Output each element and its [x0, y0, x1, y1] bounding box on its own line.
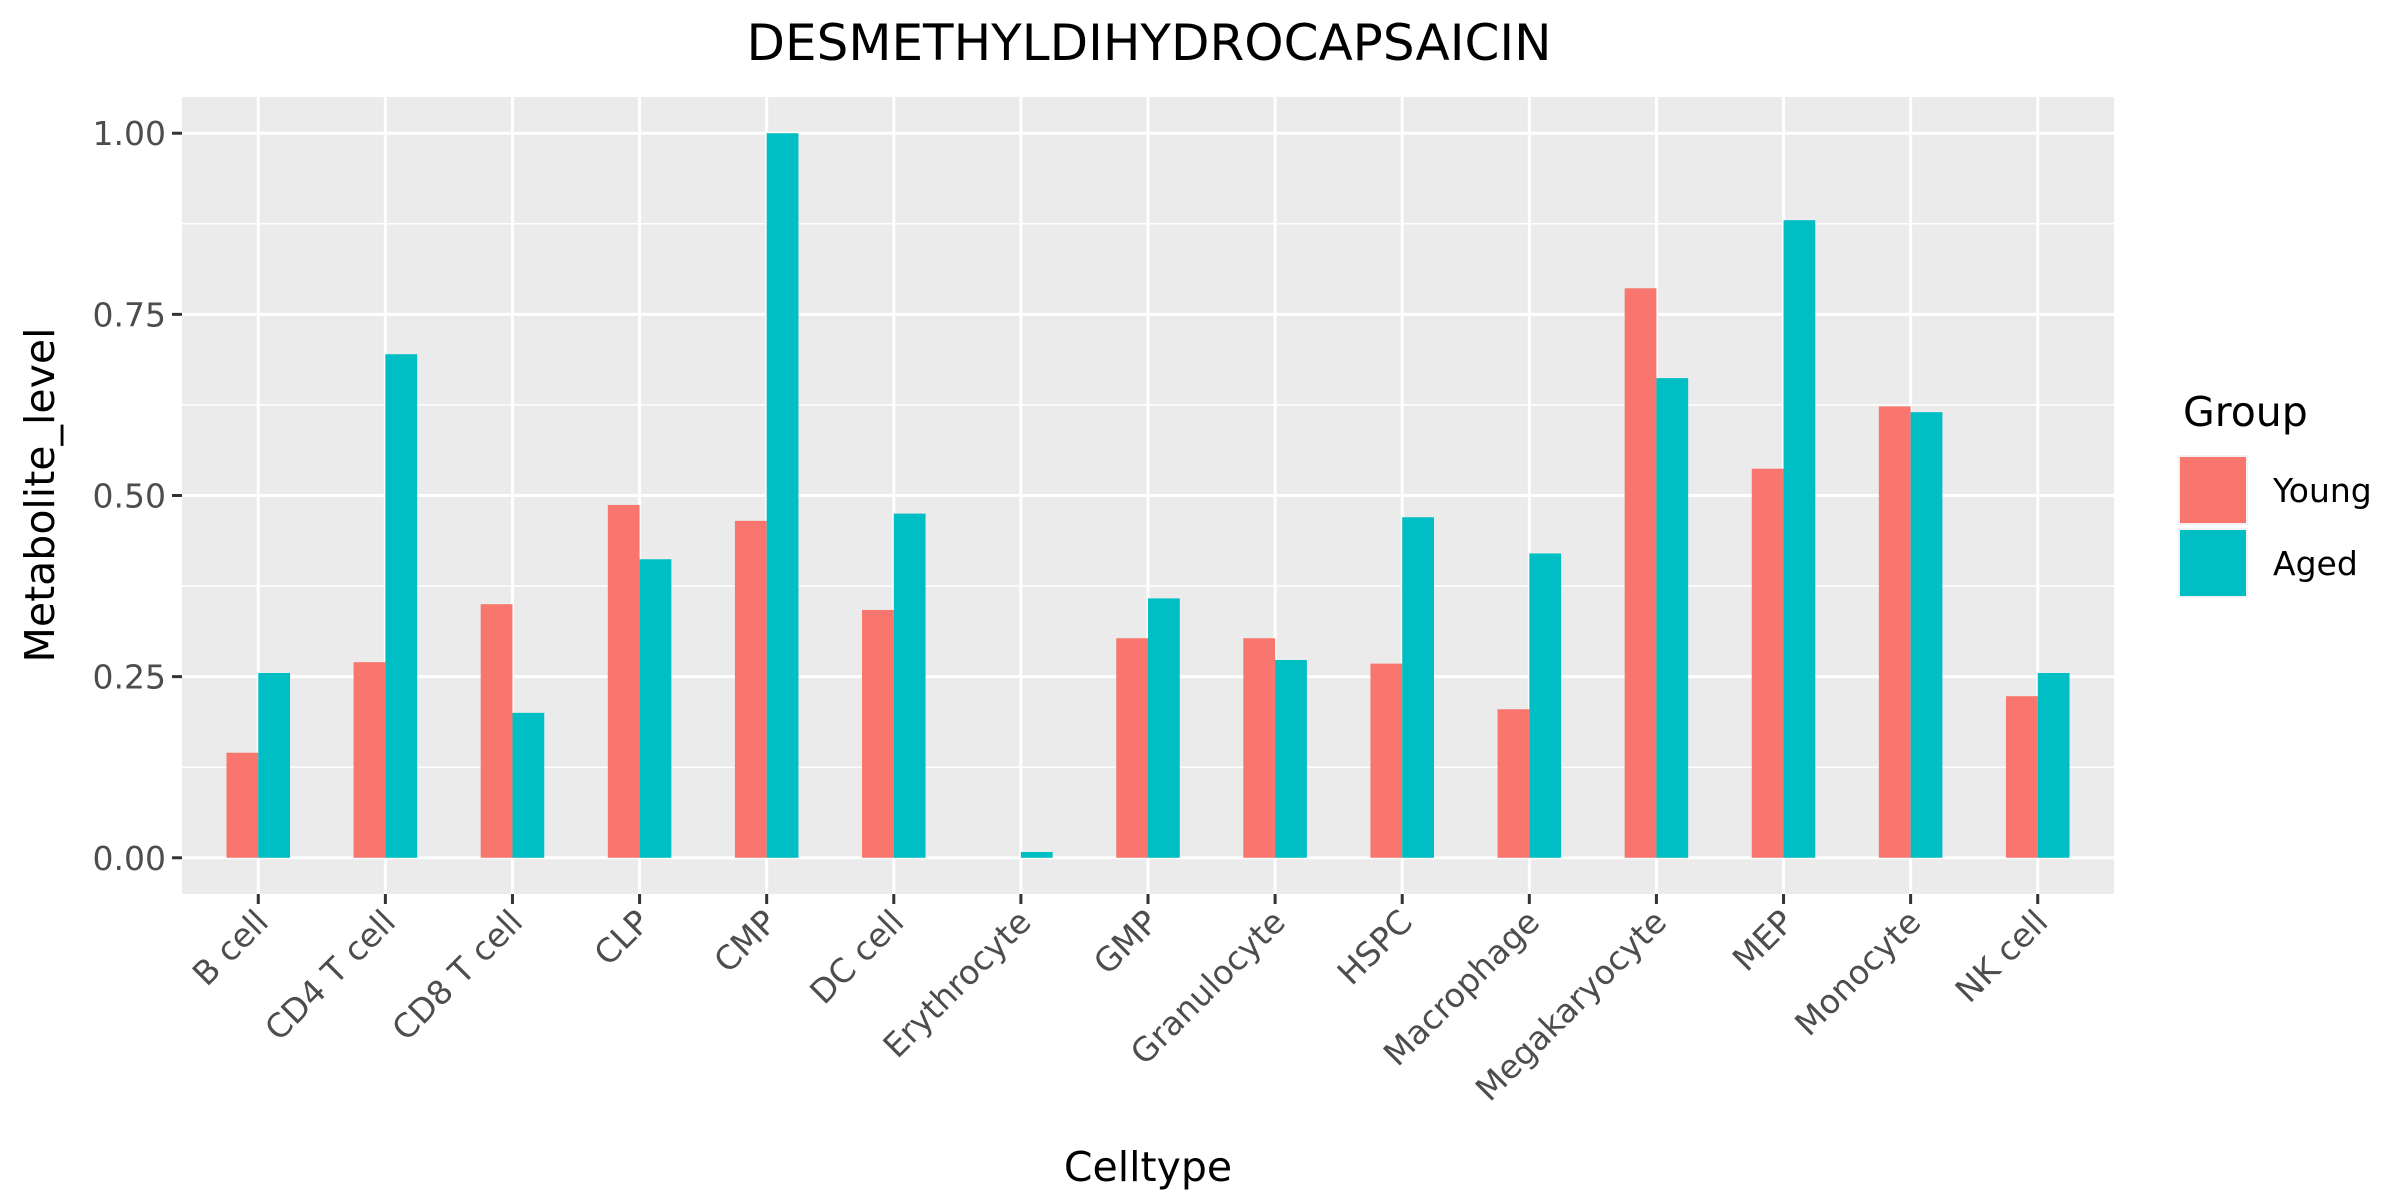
legend-label: Young [2272, 471, 2372, 510]
y-axis: 0.00 0.25 0.50 0.75 1.00 [93, 114, 182, 878]
bar-young-14 [2005, 696, 2038, 858]
bar-aged-8 [1275, 659, 1307, 858]
bar-young-1 [353, 662, 386, 858]
y-tick-label: 0.25 [93, 658, 166, 697]
bar-aged-2 [512, 712, 545, 858]
x-tick-label: Monocyte [1787, 902, 1928, 1043]
bars [226, 133, 2070, 858]
y-axis-title: Metabolite_level [16, 328, 64, 663]
bar-aged-0 [258, 673, 291, 858]
legend: Group Young Aged [2178, 388, 2372, 598]
x-tick-label: CD4 T cell [257, 902, 403, 1048]
y-tick-label: 0.75 [93, 295, 166, 334]
bar-young-5 [862, 609, 894, 858]
bar-aged-5 [893, 513, 926, 858]
bar-young-11 [1624, 288, 1657, 858]
x-tick-label: MEP [1725, 902, 1802, 979]
legend-title: Group [2183, 388, 2308, 436]
y-tick-label: 1.00 [93, 114, 166, 153]
y-tick-label: 0.00 [93, 839, 166, 878]
x-tick-label: NK cell [1947, 902, 2055, 1010]
bar-young-10 [1497, 709, 1530, 858]
bar-aged-14 [2037, 673, 2070, 858]
bar-aged-6 [1020, 851, 1053, 858]
x-tick-label: HSPC [1330, 902, 1420, 992]
x-tick-label: CD8 T cell [384, 902, 530, 1048]
bar-aged-3 [639, 559, 672, 858]
x-tick-label: DC cell [802, 902, 911, 1011]
bar-young-4 [734, 520, 767, 858]
legend-label: Aged [2273, 544, 2358, 583]
bar-aged-7 [1148, 598, 1180, 858]
bar-aged-1 [385, 354, 418, 858]
bar-young-9 [1370, 663, 1403, 858]
bar-young-8 [1243, 638, 1276, 858]
x-tick-label: GMP [1086, 902, 1166, 982]
bar-young-7 [1116, 638, 1148, 858]
x-tick-label: B cell [185, 902, 276, 993]
bar-aged-4 [766, 133, 799, 858]
bar-aged-10 [1529, 553, 1562, 858]
bar-aged-11 [1656, 378, 1689, 858]
bar-young-2 [480, 604, 513, 858]
x-tick-label: CMP [706, 902, 784, 980]
bar-young-12 [1751, 468, 1784, 858]
bar-aged-13 [1910, 412, 1943, 858]
bar-young-3 [607, 504, 640, 858]
legend-swatch-young [2180, 457, 2246, 523]
y-tick-label: 0.50 [93, 477, 166, 516]
x-axis-title: Celltype [1064, 1143, 1232, 1191]
chart-title: DESMETHYLDIHYDROCAPSAICIN [746, 14, 1551, 72]
bar-young-13 [1878, 406, 1911, 858]
bar-aged-9 [1402, 517, 1434, 858]
bar-young-0 [226, 752, 259, 858]
x-tick-label: CLP [586, 902, 657, 973]
bar-aged-12 [1783, 220, 1816, 858]
legend-swatch-aged [2180, 530, 2246, 596]
